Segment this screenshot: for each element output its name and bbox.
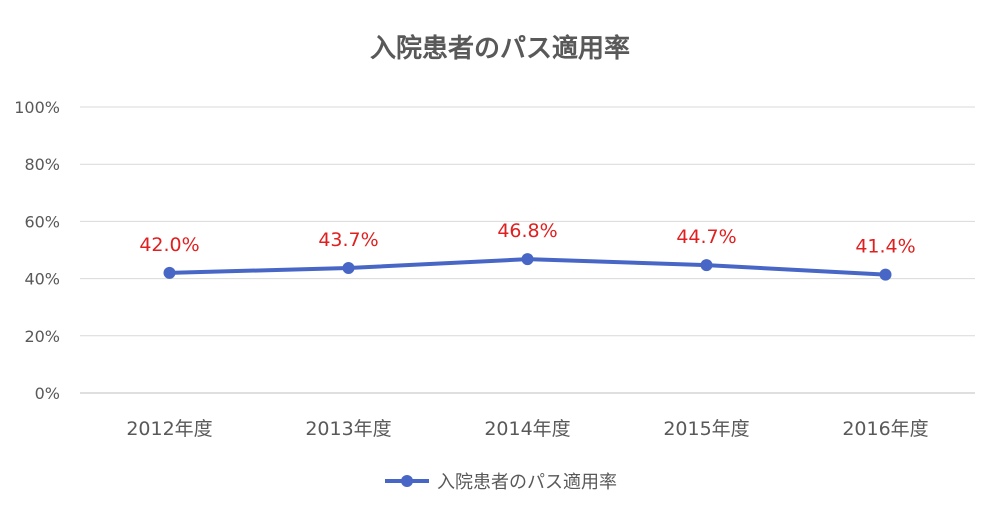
x-axis-ticks: 2012年度 2013年度 2014年度 2015年度 2016年度 xyxy=(126,418,928,440)
y-tick-label: 60% xyxy=(24,212,60,231)
data-point xyxy=(700,259,713,272)
data-label: 46.8% xyxy=(497,220,557,242)
y-tick-label: 100% xyxy=(14,98,60,117)
data-point xyxy=(342,262,355,275)
data-label: 42.0% xyxy=(139,234,199,256)
data-point xyxy=(879,268,892,281)
legend: 入院患者のパス適用率 xyxy=(0,468,1000,494)
x-tick-label: 2014年度 xyxy=(484,418,570,440)
data-point xyxy=(163,266,176,279)
y-axis-ticks: 0% 20% 40% 60% 80% 100% xyxy=(14,98,60,403)
y-tick-label: 0% xyxy=(35,384,60,403)
data-labels: 42.0% 43.7% 46.8% 44.7% 41.4% xyxy=(139,220,915,257)
y-tick-label: 40% xyxy=(24,270,60,289)
legend-line-marker-icon xyxy=(385,475,429,487)
x-tick-label: 2012年度 xyxy=(126,418,212,440)
y-tick-label: 80% xyxy=(24,155,60,174)
data-point xyxy=(521,253,534,266)
series-group xyxy=(163,253,892,281)
data-label: 44.7% xyxy=(676,226,736,248)
data-label: 43.7% xyxy=(318,229,378,251)
gridlines xyxy=(80,106,975,394)
x-tick-label: 2013年度 xyxy=(305,418,391,440)
legend-label: 入院患者のパス適用率 xyxy=(437,472,617,493)
x-tick-label: 2015年度 xyxy=(663,418,749,440)
data-label: 41.4% xyxy=(855,236,915,258)
y-tick-label: 20% xyxy=(24,327,60,346)
chart-title: 入院患者のパス適用率 xyxy=(369,34,630,64)
x-tick-label: 2016年度 xyxy=(842,418,928,440)
